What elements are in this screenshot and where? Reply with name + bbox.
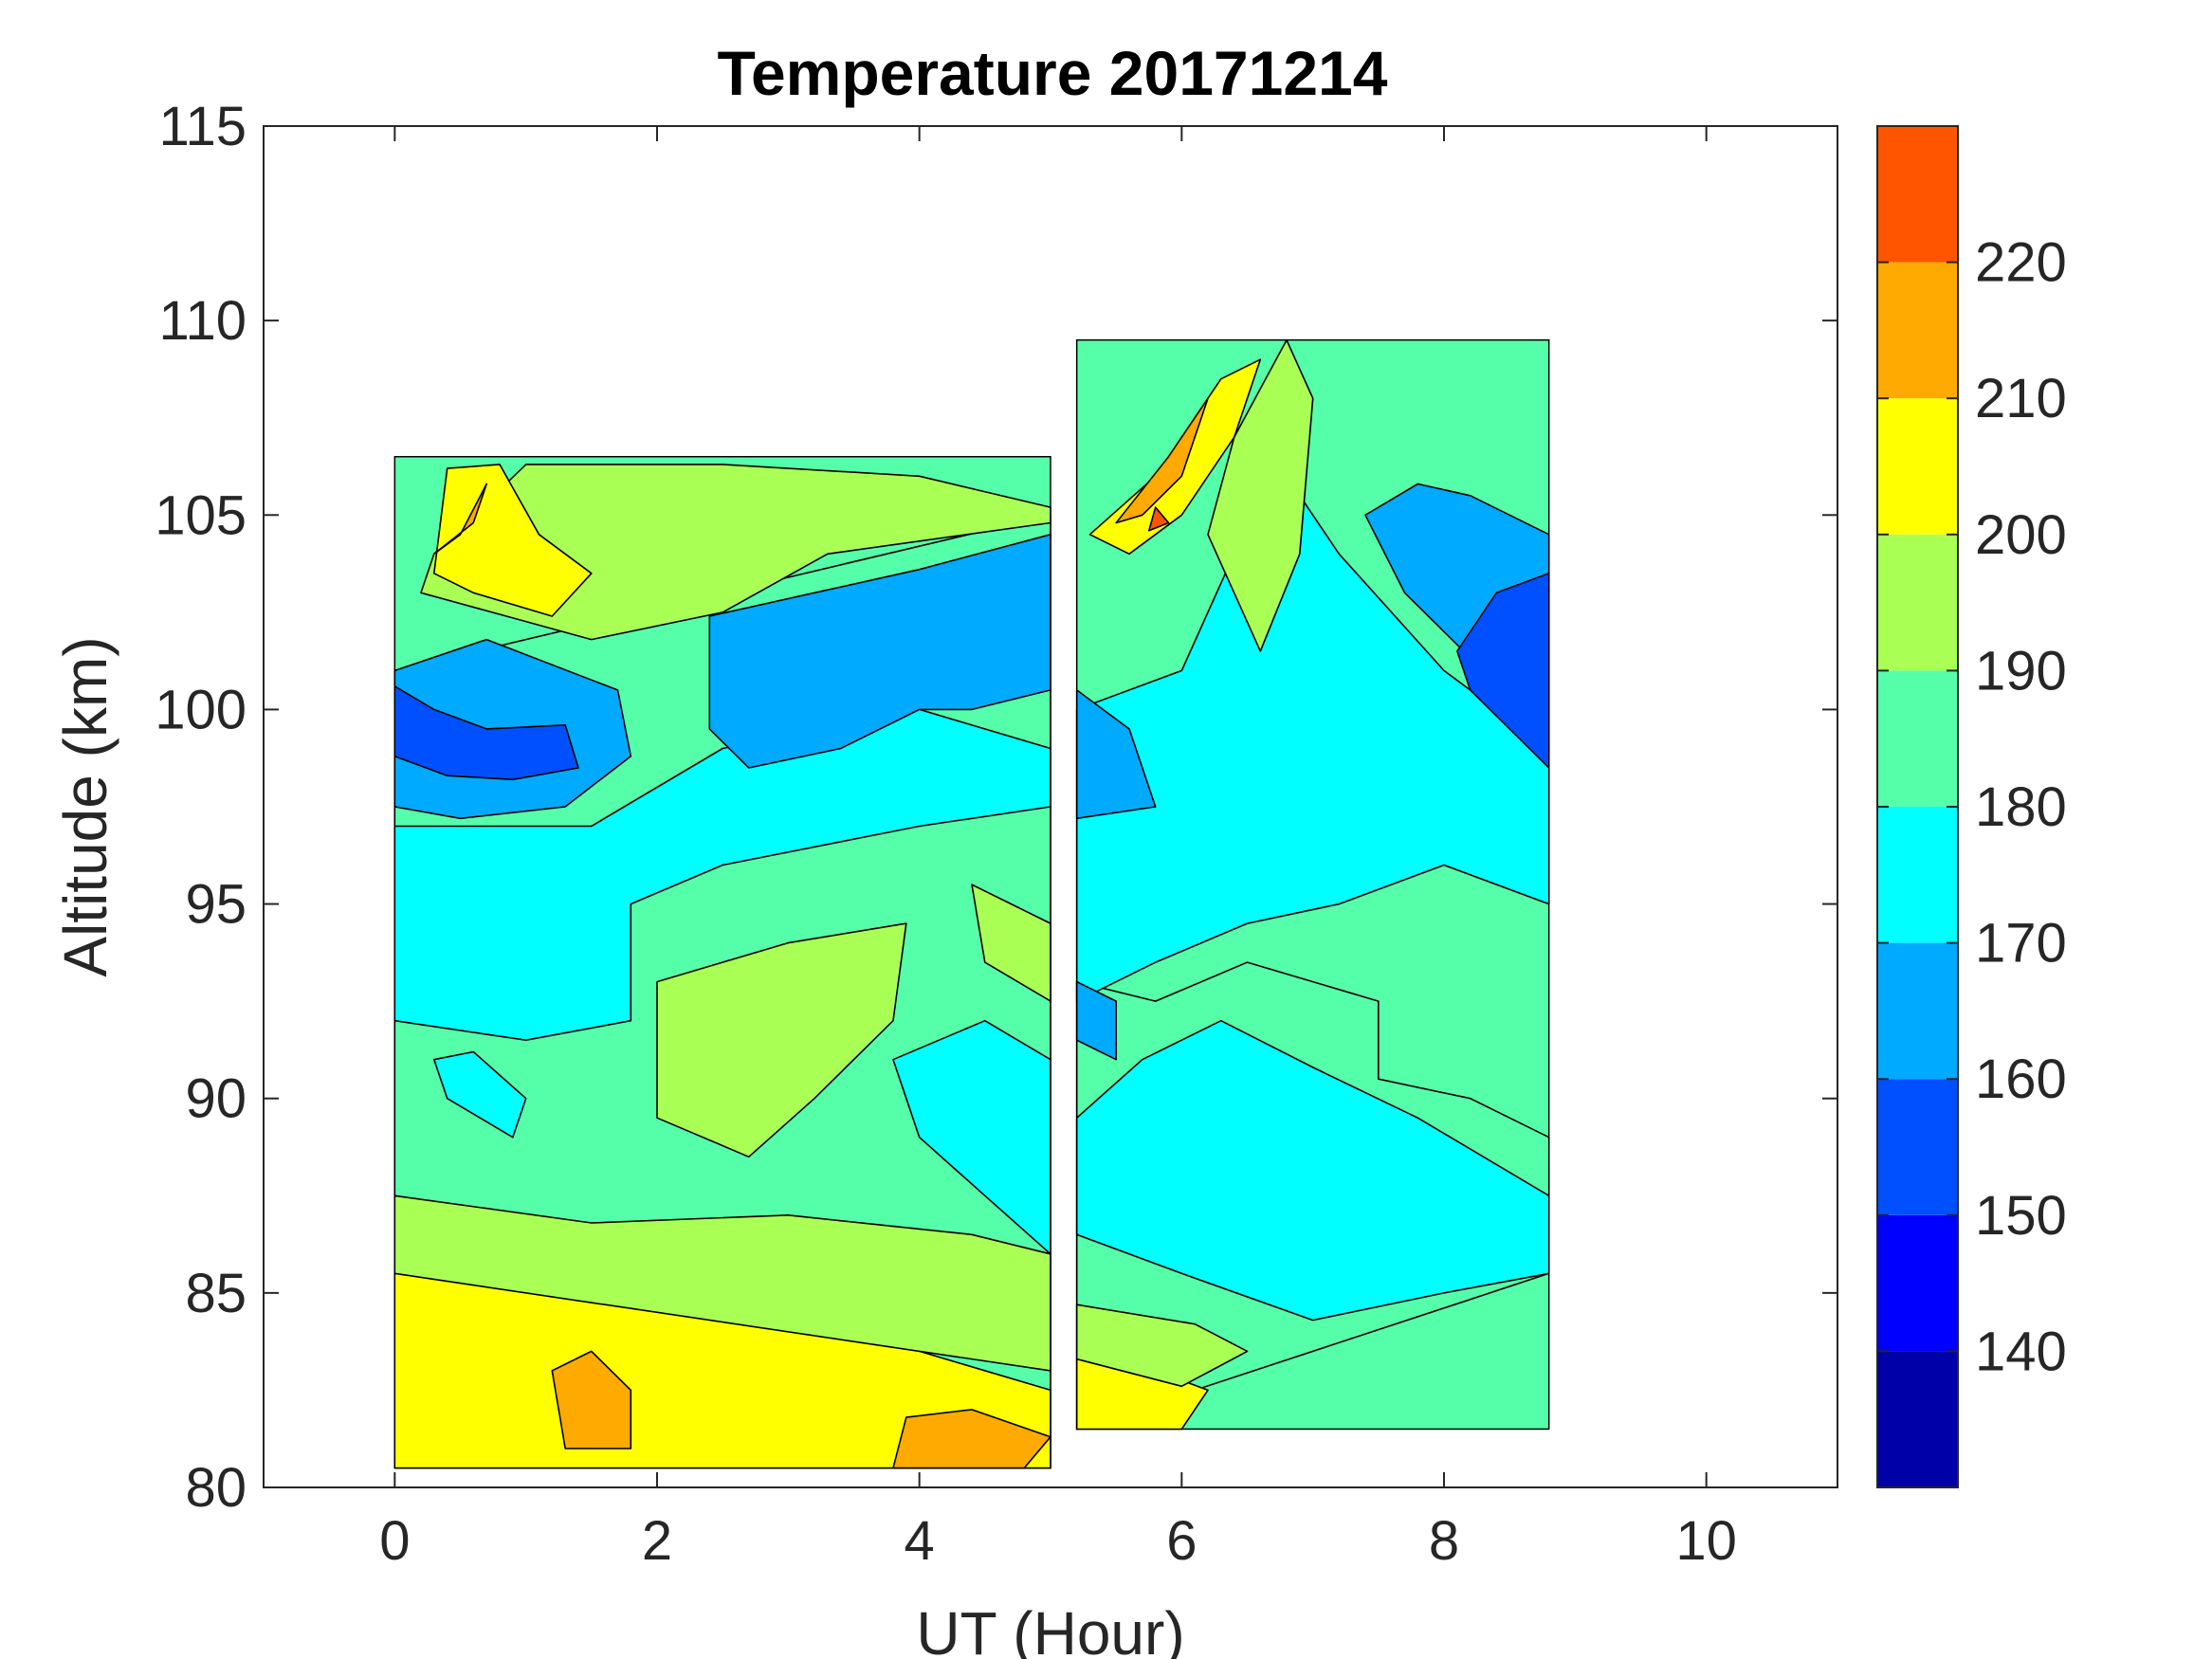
contour-region-190-25 <box>1207 338 1314 652</box>
contour-region-210-27 <box>1115 397 1209 524</box>
colorbar-tick-label: 180 <box>1975 776 2067 838</box>
colorbar-band-140 <box>1877 1214 1958 1352</box>
colorbar-tick-label: 200 <box>1975 504 2067 566</box>
colorbar-band-180 <box>1877 670 1958 807</box>
contour-region-200-14 <box>432 464 593 617</box>
contour-region-220-28 <box>1148 506 1170 532</box>
colorbar-band-190 <box>1877 534 1958 671</box>
x-tick-label: 2 <box>642 1510 672 1572</box>
colorbar-tick-label: 140 <box>1975 1321 2067 1382</box>
contour-region-170-19 <box>1075 1019 1550 1322</box>
x-tick-label: 8 <box>1429 1510 1459 1572</box>
axis-layer: 0 2 4 6 8 10 80 85 90 95 100 105 110 115 <box>155 96 1838 1572</box>
axes-box <box>263 125 1838 1488</box>
contour-region-210-3 <box>892 1409 1051 1469</box>
x-axis-label: UT (Hour) <box>916 1599 1184 1659</box>
contour-region-170-6 <box>892 1019 1051 1255</box>
contour-layer <box>393 338 1550 1469</box>
contour-region-150-24 <box>1456 572 1550 769</box>
chart-title: Temperature 20171214 <box>718 38 1388 108</box>
colorbar: 140 150 160 170 180 190 200 210 220 <box>1876 125 2067 1488</box>
colorbar-band-160 <box>1877 942 1958 1080</box>
contour-region-170-7 <box>432 1050 527 1139</box>
y-tick-label: 100 <box>155 679 247 740</box>
contour-region-190-8 <box>656 922 907 1158</box>
contour-region-150-11 <box>393 684 579 781</box>
contour-region-190-9 <box>971 884 1051 1002</box>
colorbar-band-150 <box>1877 1079 1958 1215</box>
y-tick-label: 95 <box>185 874 247 936</box>
contour-region-160-12 <box>708 533 1051 769</box>
contour-region-170-5 <box>393 708 1051 1041</box>
contour-region-210-2 <box>551 1350 632 1449</box>
y-axis-label: Altitude (km) <box>51 636 119 976</box>
colorbar-band-200 <box>1877 398 1958 535</box>
contour-region-160-22 <box>1075 980 1117 1061</box>
colorbar-tick-label: 150 <box>1975 1185 2067 1247</box>
contour-region-190-4 <box>393 1194 1051 1372</box>
plot-area: 0 2 4 6 8 10 80 85 90 95 100 105 110 115 <box>155 96 1838 1572</box>
colorbar-tick-label: 210 <box>1975 368 2067 429</box>
contour-region-210-15 <box>432 483 488 556</box>
y-tick-label: 110 <box>159 290 247 352</box>
colorbar-tick-label: 160 <box>1975 1048 2067 1110</box>
x-tick-label: 6 <box>1166 1510 1197 1572</box>
colorbar-band-170 <box>1877 807 1958 943</box>
y-tick-label: 90 <box>185 1068 247 1130</box>
x-tick-label: 4 <box>905 1510 935 1572</box>
contour-region-160-21 <box>1075 689 1157 820</box>
x-tick-label: 10 <box>1675 1510 1737 1572</box>
y-tick-label: 80 <box>185 1457 247 1519</box>
y-tick-label: 105 <box>155 484 247 546</box>
colorbar-band-130 <box>1877 1351 1958 1487</box>
y-tick-label: 85 <box>185 1263 247 1324</box>
colorbar-tick-label: 170 <box>1975 913 2067 975</box>
colorbar-tick-label: 220 <box>1975 232 2067 294</box>
contour-region-190-18 <box>1075 1304 1249 1388</box>
colorbar-tick-label: 190 <box>1975 640 2067 702</box>
colorbar-band-220 <box>1877 126 1958 263</box>
y-tick-label: 115 <box>159 96 247 157</box>
colorbar-band-210 <box>1877 262 1958 399</box>
x-tick-label: 0 <box>379 1510 410 1572</box>
